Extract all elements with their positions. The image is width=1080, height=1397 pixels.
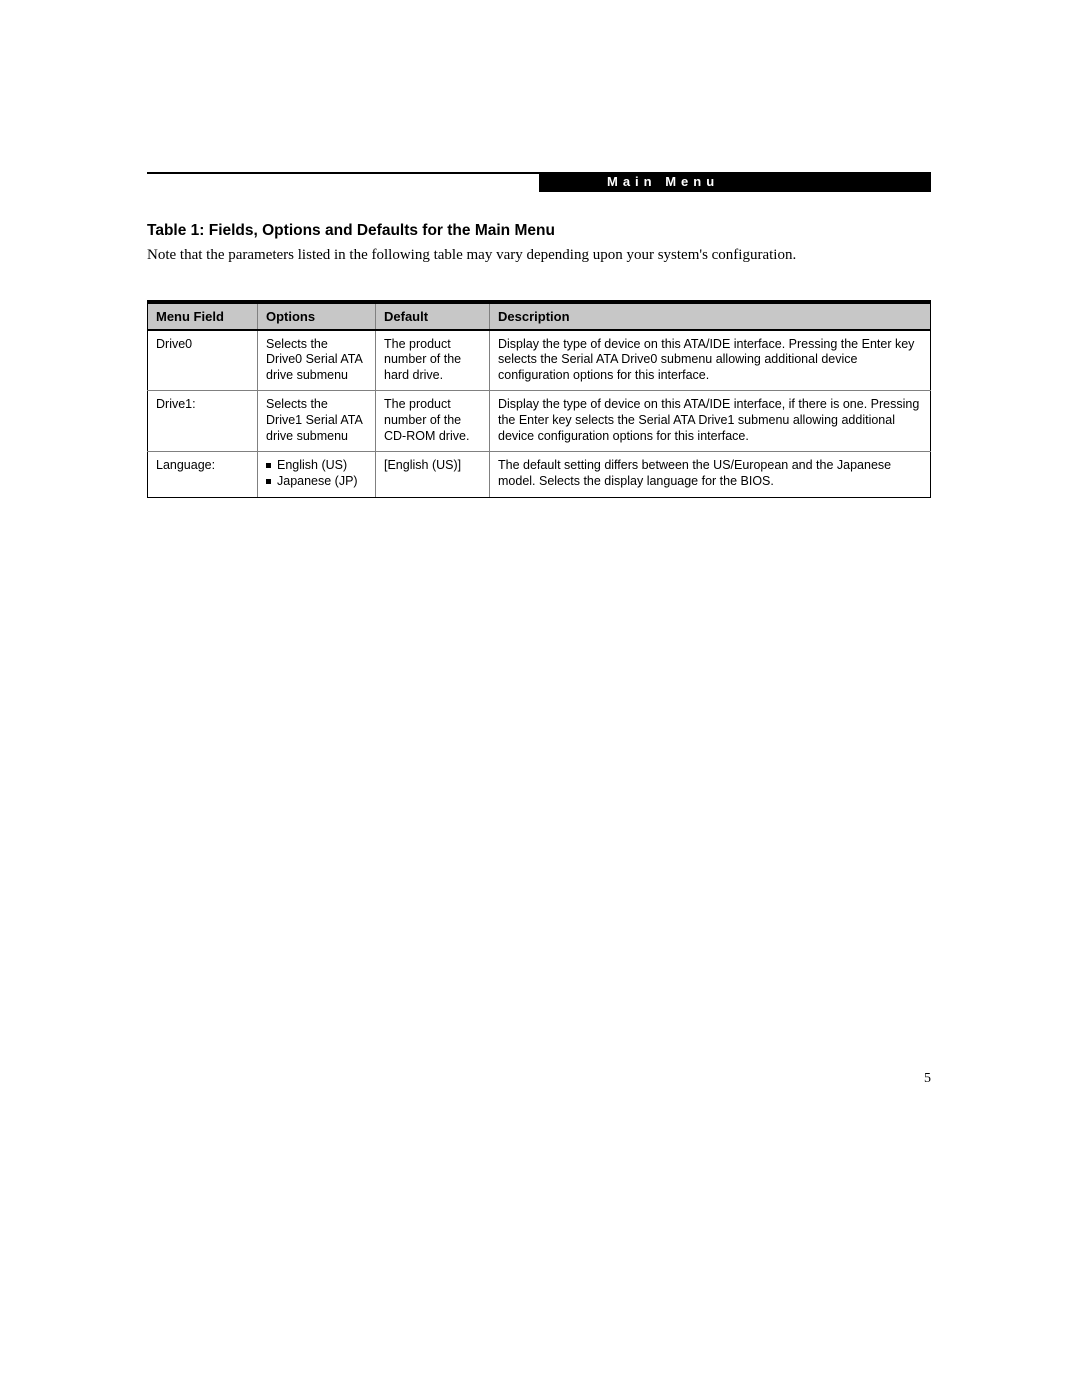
table-row: Drive0 Selects the Drive0 Serial ATA dri… <box>148 330 931 391</box>
cell-default: The product number of the hard drive. <box>376 330 490 391</box>
cell-description: Display the type of device on this ATA/I… <box>490 330 931 391</box>
cell-options: Selects the Drive1 Serial ATA drive subm… <box>258 391 376 452</box>
page-number: 5 <box>924 1071 931 1087</box>
option-item: Japanese (JP) <box>266 474 367 490</box>
table-note: Note that the parameters listed in the f… <box>147 246 931 266</box>
table-row: Drive1: Selects the Drive1 Serial ATA dr… <box>148 391 931 452</box>
content-area: Table 1: Fields, Options and Defaults fo… <box>147 222 931 498</box>
options-list: English (US) Japanese (JP) <box>266 458 367 489</box>
cell-description: Display the type of device on this ATA/I… <box>490 391 931 452</box>
cell-options: Selects the Drive0 Serial ATA drive subm… <box>258 330 376 391</box>
cell-description: The default setting differs between the … <box>490 452 931 497</box>
cell-default: [English (US)] <box>376 452 490 497</box>
option-item: English (US) <box>266 458 367 474</box>
cell-field: Drive0 <box>148 330 258 391</box>
section-header-bar: Main Menu <box>539 172 931 192</box>
table-row: Language: English (US) Japanese (JP) [En… <box>148 452 931 497</box>
table-title: Table 1: Fields, Options and Defaults fo… <box>147 222 931 240</box>
col-header-description: Description <box>490 302 931 330</box>
cell-options: English (US) Japanese (JP) <box>258 452 376 497</box>
col-header-field: Menu Field <box>148 302 258 330</box>
main-menu-table: Menu Field Options Default Description D… <box>147 300 931 498</box>
cell-field: Language: <box>148 452 258 497</box>
cell-default: The product number of the CD-ROM drive. <box>376 391 490 452</box>
col-header-options: Options <box>258 302 376 330</box>
table-header-row: Menu Field Options Default Description <box>148 302 931 330</box>
cell-field: Drive1: <box>148 391 258 452</box>
page: Main Menu Table 1: Fields, Options and D… <box>0 0 1080 1397</box>
col-header-default: Default <box>376 302 490 330</box>
